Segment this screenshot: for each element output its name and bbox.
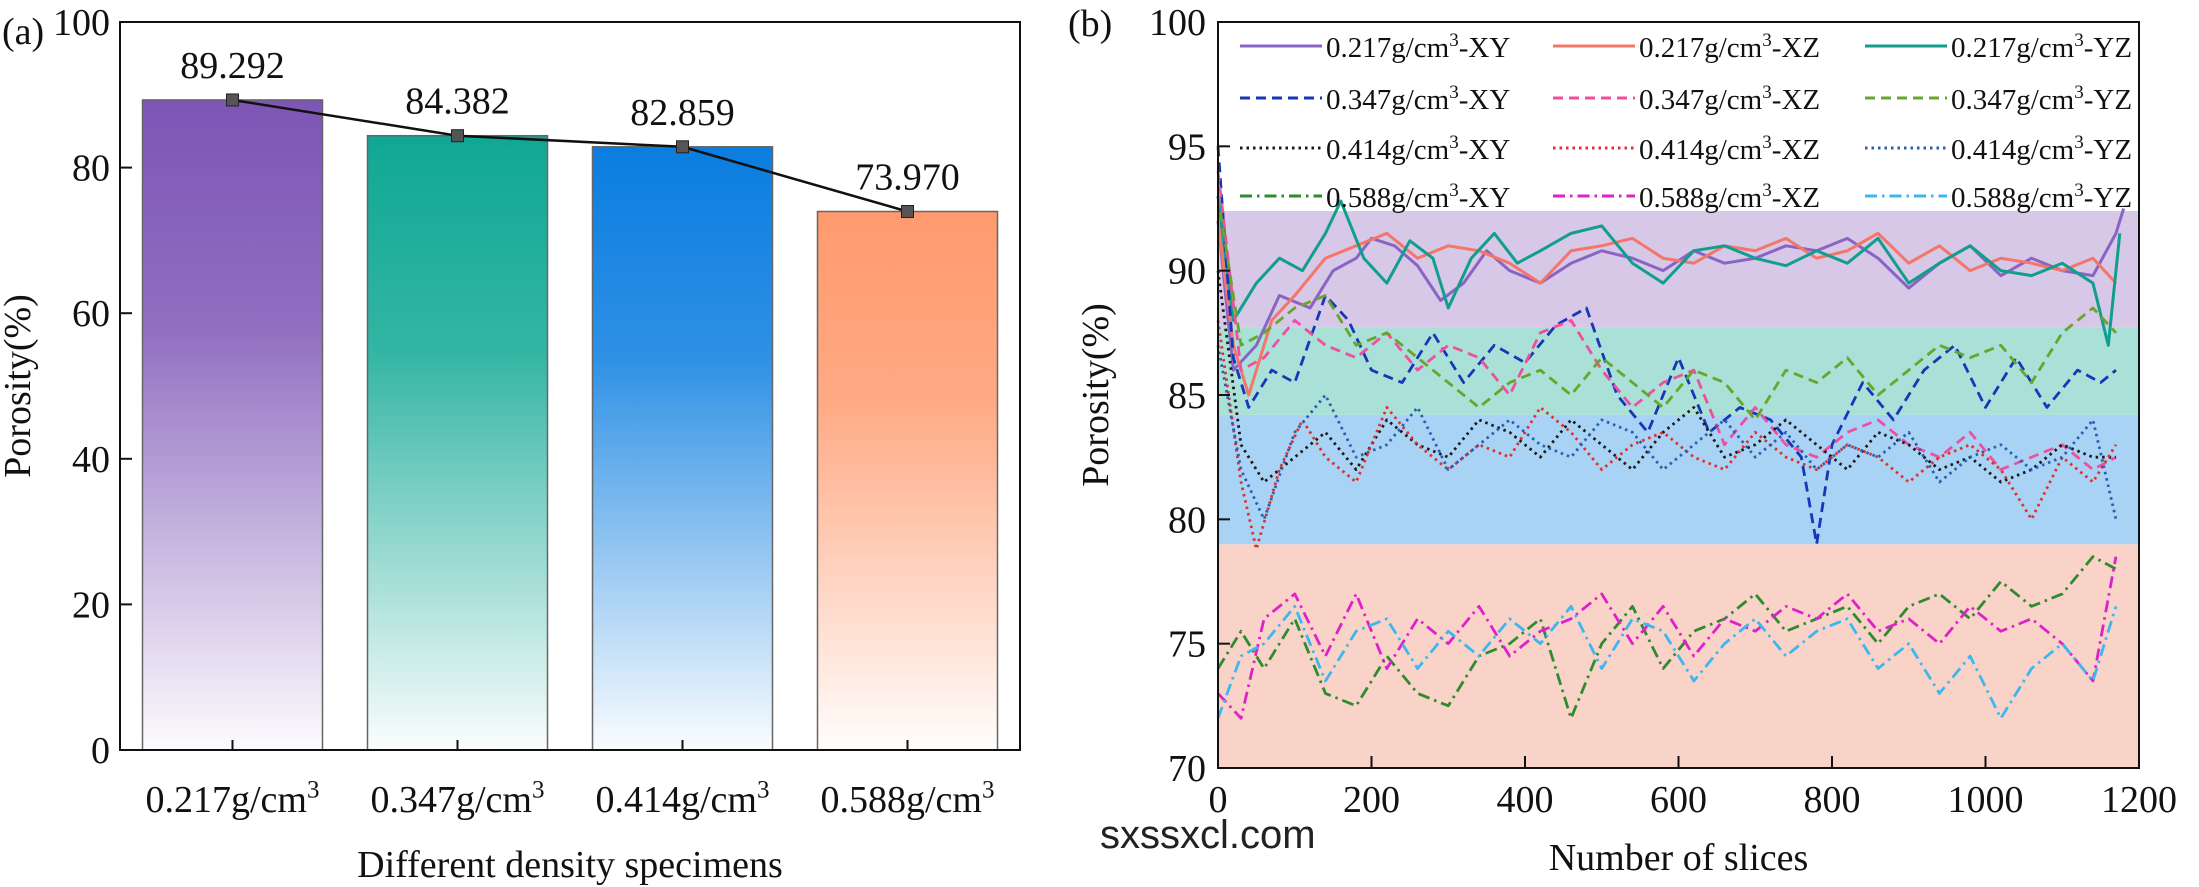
plot-frame [119, 21, 1021, 751]
panel-label: (a) [2, 11, 44, 53]
background-band [1218, 210, 2139, 328]
series-line [1216, 604, 2118, 720]
series-line [1216, 555, 2117, 720]
legend-entry: 0.414g/cm3-YZ [1951, 132, 2132, 166]
x-tick-label: 1000 [1948, 779, 2024, 821]
x-tick-label: 0.414g/cm3 [596, 777, 770, 821]
legend-entry: 0.588g/cm3-YZ [1951, 180, 2132, 214]
series-line [1216, 171, 2117, 472]
panel-label: (b) [1068, 3, 1112, 45]
x-tick-label: 600 [1650, 779, 1707, 821]
bar-value-label: 82.859 [630, 92, 735, 134]
legend-entry: 0.588g/cm3-XZ [1639, 180, 1820, 214]
y-tick-label: 60 [72, 293, 110, 335]
series-line [1216, 195, 2118, 422]
x-axis-label: Number of slices [1549, 837, 1809, 879]
x-tick-label: 200 [1343, 779, 1400, 821]
x-tick-label: 0.347g/cm3 [371, 777, 545, 821]
y-tick-label: 90 [1168, 251, 1206, 293]
y-tick-label: 80 [72, 148, 110, 190]
x-tick-label: 0.217g/cm3 [146, 777, 320, 821]
bar [591, 146, 774, 751]
legend-entry: 0.347g/cm3-XY [1326, 82, 1510, 116]
panel-b-line-chart: (b) 0.217g/cm3-XY 0.217g/cm3-XZ 0.217g/cm3-… [1068, 2, 2177, 879]
y-tick-label: 20 [72, 584, 110, 626]
series-line [1216, 220, 2118, 397]
background-band [1218, 414, 2139, 545]
y-tick-label: 0 [91, 730, 110, 772]
watermark-text: sxssxcl.com [1100, 813, 1316, 857]
series-line [1216, 195, 2122, 347]
legend-entry: 0.347g/cm3-XZ [1639, 82, 1820, 116]
x-tick-label: 400 [1497, 779, 1554, 821]
trend-marker [901, 204, 914, 218]
legend-entry: 0.217g/cm3-XY [1326, 30, 1510, 64]
series-line [1216, 146, 2117, 546]
x-tick-label: 0 [1209, 779, 1228, 821]
legend-entry: 0.588g/cm3-XY [1326, 180, 1510, 214]
legend-entry: 0.217g/cm3-YZ [1951, 30, 2132, 64]
bar [366, 134, 549, 751]
y-tick-label: 100 [53, 2, 110, 44]
series-line [1216, 345, 2118, 521]
background-band [1218, 327, 2139, 415]
trend-marker [226, 93, 239, 107]
x-axis-label: Different density specimens [357, 844, 783, 886]
y-tick-label: 75 [1168, 624, 1206, 666]
panel-a-bar-chart: (a) 89.292 0.217g/cm3 84.382 0.347g/cm3 82.85… [0, 2, 1021, 886]
bar-value-label: 89.292 [180, 45, 285, 87]
legend-entry: 0.414g/cm3-XZ [1639, 132, 1820, 166]
x-tick-label: 800 [1804, 779, 1861, 821]
y-tick-label: 95 [1168, 126, 1206, 168]
y-tick-label: 80 [1168, 499, 1206, 541]
trend-marker [676, 140, 689, 154]
bar-value-label: 84.382 [405, 81, 510, 123]
legend-entry: 0.414g/cm3-XY [1326, 132, 1510, 166]
y-axis-label: Porosity(%) [1075, 303, 1117, 487]
y-axis-label: Porosity(%) [0, 294, 39, 478]
y-tick-label: 100 [1149, 2, 1206, 44]
legend-entry: 0.217g/cm3-XZ [1639, 30, 1820, 64]
bar-value-label: 73.970 [855, 156, 960, 198]
legend-entry: 0.347g/cm3-YZ [1951, 82, 2132, 116]
trend-line [232, 98, 908, 213]
y-tick-label: 85 [1168, 375, 1206, 417]
y-tick-label: 70 [1168, 748, 1206, 790]
bar [816, 210, 999, 751]
y-tick-label: 40 [72, 439, 110, 481]
bar [141, 99, 324, 751]
series-line [1216, 556, 2118, 720]
x-tick-label: 1200 [2101, 779, 2177, 821]
trend-marker [451, 129, 464, 143]
x-tick-label: 0.588g/cm3 [821, 777, 995, 821]
